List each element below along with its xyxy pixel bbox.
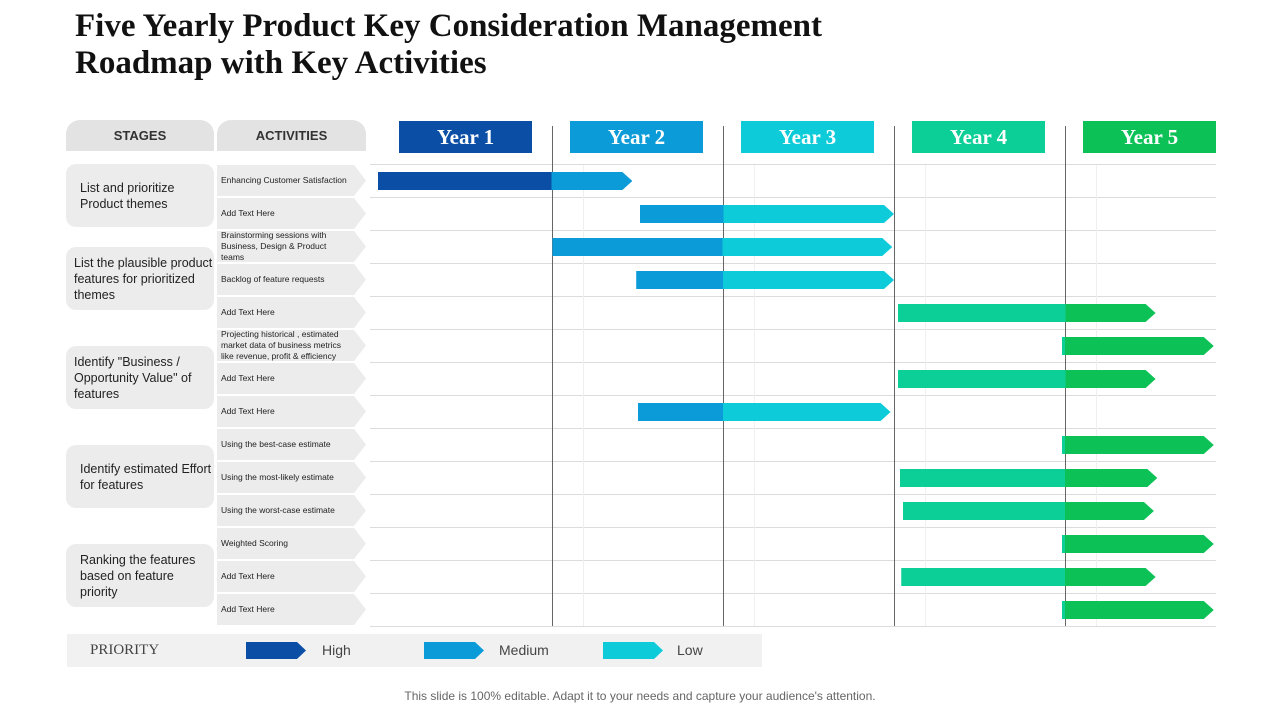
minor-gridline [1096, 165, 1097, 626]
activity-label: Backlog of feature requests [221, 274, 325, 284]
activity-label: Add Text Here [221, 208, 275, 218]
activity-item: Using the most-likely estimate [217, 462, 366, 493]
legend-label-medium: Medium [499, 642, 549, 658]
year-header-4: Year 4 [912, 121, 1045, 153]
activity-item: Using the worst-case estimate [217, 495, 366, 526]
activity-label: Add Text Here [221, 406, 275, 416]
year-header-2: Year 2 [570, 121, 703, 153]
title-line-2: Roadmap with Key Activities [75, 45, 487, 81]
gantt-bar [1062, 436, 1214, 454]
activity-item: Weighted Scoring [217, 528, 366, 559]
stage-box: List the plausible product features for … [66, 247, 214, 310]
year-header-1: Year 1 [399, 121, 532, 153]
row-gridline [370, 230, 1216, 231]
row-gridline [370, 197, 1216, 198]
activity-item: Add Text Here [217, 594, 366, 625]
footer-note: This slide is 100% editable. Adapt it to… [404, 689, 876, 703]
legend-title: PRIORITY [90, 642, 160, 658]
year-header-5: Year 5 [1083, 121, 1216, 153]
title-line-1: Five Yearly Product Key Consideration Ma… [75, 8, 822, 44]
year-header-3: Year 3 [741, 121, 874, 153]
legend-swatch-medium [424, 642, 484, 659]
activity-item: Add Text Here [217, 396, 366, 427]
activity-label: Enhancing Customer Satisfaction [221, 175, 347, 185]
priority-legend: PRIORITY High Medium Low [67, 634, 762, 667]
stage-label: Ranking the features based on feature pr… [80, 552, 196, 599]
gantt-bar [638, 403, 891, 421]
activity-item: Projecting historical , estimated market… [217, 330, 366, 361]
row-gridline [370, 626, 1216, 627]
activity-label: Using the most-likely estimate [221, 472, 334, 482]
gantt-bar [1062, 535, 1214, 553]
activity-item: Add Text Here [217, 561, 366, 592]
activity-label: Add Text Here [221, 307, 275, 317]
gantt-bar [1062, 601, 1214, 619]
legend-swatch-low [603, 642, 663, 659]
row-gridline [370, 296, 1216, 297]
gantt-bar [901, 568, 1155, 586]
row-gridline [370, 560, 1216, 561]
row-gridline [370, 461, 1216, 462]
gantt-bar [898, 304, 1156, 322]
gantt-bar [636, 271, 894, 289]
legend-swatch-high [246, 642, 306, 659]
activity-item: Add Text Here [217, 363, 366, 394]
minor-gridline [925, 165, 926, 626]
stage-label: List the plausible product features for … [74, 255, 213, 302]
activity-label: Projecting historical , estimated market… [221, 329, 341, 361]
activity-item: Add Text Here [217, 297, 366, 328]
gantt-bar [898, 370, 1156, 388]
minor-gridline [754, 165, 755, 626]
activity-label: Weighted Scoring [221, 538, 288, 548]
gantt-bar [900, 469, 1158, 487]
row-gridline [370, 362, 1216, 363]
row-gridline [370, 395, 1216, 396]
year-divider [552, 126, 553, 626]
gantt-bar [1062, 337, 1214, 355]
activity-item: Add Text Here [217, 198, 366, 229]
stage-box: Ranking the features based on feature pr… [66, 544, 214, 607]
stage-box: Identify "Business / Opportunity Value" … [66, 346, 214, 409]
activity-item: Brainstorming sessions with Business, De… [217, 231, 366, 262]
gantt-bar [378, 172, 632, 190]
activity-label: Add Text Here [221, 571, 275, 581]
activity-label: Using the worst-case estimate [221, 505, 335, 515]
activities-header: ACTIVITIES [217, 120, 366, 151]
slide-title: Five Yearly Product Key Consideration Ma… [75, 8, 822, 82]
row-gridline [370, 329, 1216, 330]
row-gridline [370, 263, 1216, 264]
row-gridline [370, 527, 1216, 528]
stage-label: List and prioritize Product themes [80, 180, 175, 211]
stage-box: Identify estimated Effort for features [66, 445, 214, 508]
year-divider [723, 126, 724, 626]
activity-item: Backlog of feature requests [217, 264, 366, 295]
stage-box: List and prioritize Product themes [66, 164, 214, 227]
activity-label: Using the best-case estimate [221, 439, 331, 449]
activity-label: Add Text Here [221, 373, 275, 383]
stage-label: Identify "Business / Opportunity Value" … [74, 354, 192, 401]
gantt-bar [552, 238, 892, 256]
legend-label-low: Low [677, 642, 703, 658]
minor-gridline [583, 165, 584, 626]
stages-header: STAGES [66, 120, 214, 151]
activity-label: Add Text Here [221, 604, 275, 614]
row-gridline [370, 428, 1216, 429]
row-gridline [370, 593, 1216, 594]
gantt-bar [903, 502, 1154, 520]
row-gridline [370, 494, 1216, 495]
activity-item: Using the best-case estimate [217, 429, 366, 460]
legend-label-high: High [322, 642, 351, 658]
activity-label: Brainstorming sessions with Business, De… [221, 230, 327, 262]
activity-item: Enhancing Customer Satisfaction [217, 165, 366, 196]
gantt-bar [640, 205, 894, 223]
stage-label: Identify estimated Effort for features [80, 461, 212, 492]
row-gridline [370, 164, 1216, 165]
year-divider [894, 126, 895, 626]
